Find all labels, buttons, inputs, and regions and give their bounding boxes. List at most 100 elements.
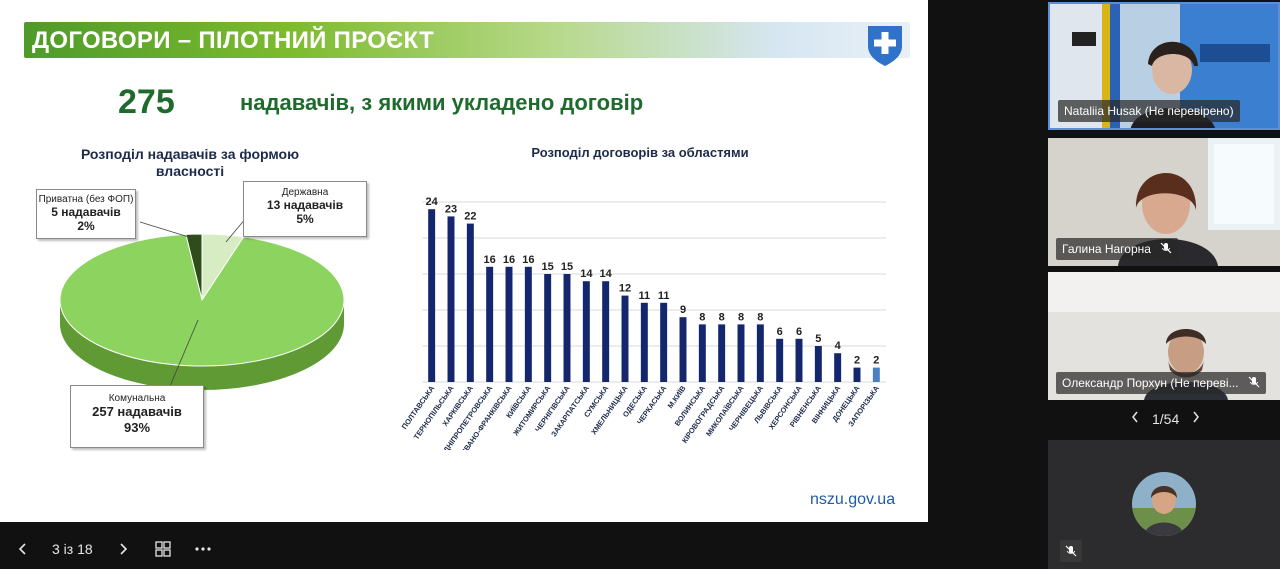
bar-value-label: 15 [542,261,554,273]
callout-state-pct: 5% [296,212,314,226]
shared-slide: ДОГОВОРИ – ПІЛОТНИЙ ПРОЄКТ 275 надавачів… [0,0,928,522]
bar [486,266,494,382]
bar [544,274,552,382]
callout-private-pct: 2% [77,219,95,233]
participant-name-1: Nataliia Husak (Не перевірено) [1058,100,1240,122]
bar-value-label: 2 [854,355,860,367]
chevron-right-icon [1193,411,1199,423]
bar [428,209,436,382]
bar [679,317,687,382]
callout-communal-count: 257 надавачів [92,404,182,419]
site-url[interactable]: nszu.gov.ua [810,491,896,508]
medical-cross-icon [868,26,902,66]
providers-caption: надавачів, з якими укладено договір [240,90,644,115]
chevron-left-icon [1132,411,1138,423]
bar-value-label: 12 [619,283,631,295]
bar-value-label: 8 [719,311,725,323]
bar-value-label: 16 [522,254,534,266]
providers-count: 275 [118,83,175,121]
bar-value-label: 11 [639,290,651,302]
next-slide-button[interactable] [112,538,134,560]
bar-value-label: 15 [561,261,573,273]
avatar [1132,472,1196,536]
participant-tile-3[interactable]: Олександр Порхун (Не переві... [1048,272,1280,400]
participant-tile-2[interactable]: Галина Нагорна [1048,138,1280,266]
bar-value-label: 22 [464,211,476,223]
more-options-icon [195,547,211,551]
bar-chart-title: Розподіл договорів за областями [531,145,749,160]
bar-value-label: 24 [426,196,439,208]
bar-value-label: 6 [796,326,802,338]
callout-communal: Комунальна 257 надавачів 93% [70,385,204,448]
pager-next-button[interactable] [1188,410,1204,427]
callout-private: Приватна (без ФОП) 5 надавачів 2% [36,189,136,239]
pager-text: 1/54 [1152,411,1180,427]
bar-value-label: 6 [777,326,783,338]
bar-value-label: 4 [835,340,842,352]
slide-banner [24,22,910,58]
pie-chart-title: Розподіл надавачів за формою власності [80,146,300,179]
bar [447,216,455,382]
previous-slide-button[interactable] [12,538,34,560]
bar [640,302,648,382]
bar-value-label: 2 [873,355,879,367]
pie-slice-communal [59,233,345,367]
grid-view-button[interactable] [152,538,174,560]
bar-chart: 24ПОЛТАВСЬКА23ТЕРНОПІЛЬСЬКА22ХАРКІВСЬКА1… [400,196,886,450]
avatar-image [1132,472,1196,536]
slide-title: ДОГОВОРИ – ПІЛОТНИЙ ПРОЄКТ [32,27,435,54]
bar [834,353,842,382]
bar-value-label: 16 [484,254,496,266]
bar [524,266,532,382]
mic-off-icon [1248,376,1260,388]
bar [853,367,861,382]
slide-counter: 3 із 18 [52,541,93,557]
bar-value-label: 23 [445,203,457,215]
bar-value-label: 8 [757,311,763,323]
participant-tile-4[interactable] [1048,440,1280,569]
callout-communal-name: Комунальна [108,393,166,404]
bar [563,274,571,382]
bar-value-label: 14 [600,268,613,280]
callout-state: Державна 13 надавачів 5% [243,181,367,237]
pager-prev-button[interactable] [1127,410,1143,427]
chevron-left-icon [18,543,26,555]
callout-state-name: Державна [281,187,329,198]
bar [466,223,474,382]
leader-line-state [225,217,247,243]
bar-value-label: 8 [699,311,705,323]
bar [718,324,726,382]
participant-name-3: Олександр Порхун (Не переві... [1056,372,1266,394]
bar [795,338,803,382]
bar [621,295,629,382]
bar [872,367,880,382]
bar [660,302,668,382]
bar-value-label: 9 [680,304,686,316]
bar [814,346,822,382]
bar [582,281,590,382]
bar [776,338,784,382]
leader-line-communal [169,319,199,387]
bar [737,324,745,382]
participant-name-2: Галина Нагорна [1056,238,1179,260]
participant-tile-1[interactable]: Nataliia Husak (Не перевірено) [1048,2,1280,130]
bar-value-label: 5 [815,333,821,345]
mic-off-icon [1160,242,1172,254]
pie-side [60,300,344,390]
bar-value-label: 16 [503,254,515,266]
callout-state-count: 13 надавачів [266,198,344,212]
callout-communal-pct: 93% [123,420,151,435]
callout-private-count: 5 надавачів [51,205,121,219]
presentation-controls: 3 із 18 [0,530,1040,569]
chevron-right-icon [120,543,128,555]
leader-line-private [139,221,193,239]
grid-view-icon [155,541,171,557]
bar-value-label: 14 [580,268,593,280]
mic-off-indicator [1060,540,1082,562]
participants-pager: 1/54 [1122,410,1218,432]
bar-value-label: 8 [738,311,744,323]
more-options-button[interactable] [192,538,214,560]
bar [698,324,706,382]
bar [505,266,513,382]
